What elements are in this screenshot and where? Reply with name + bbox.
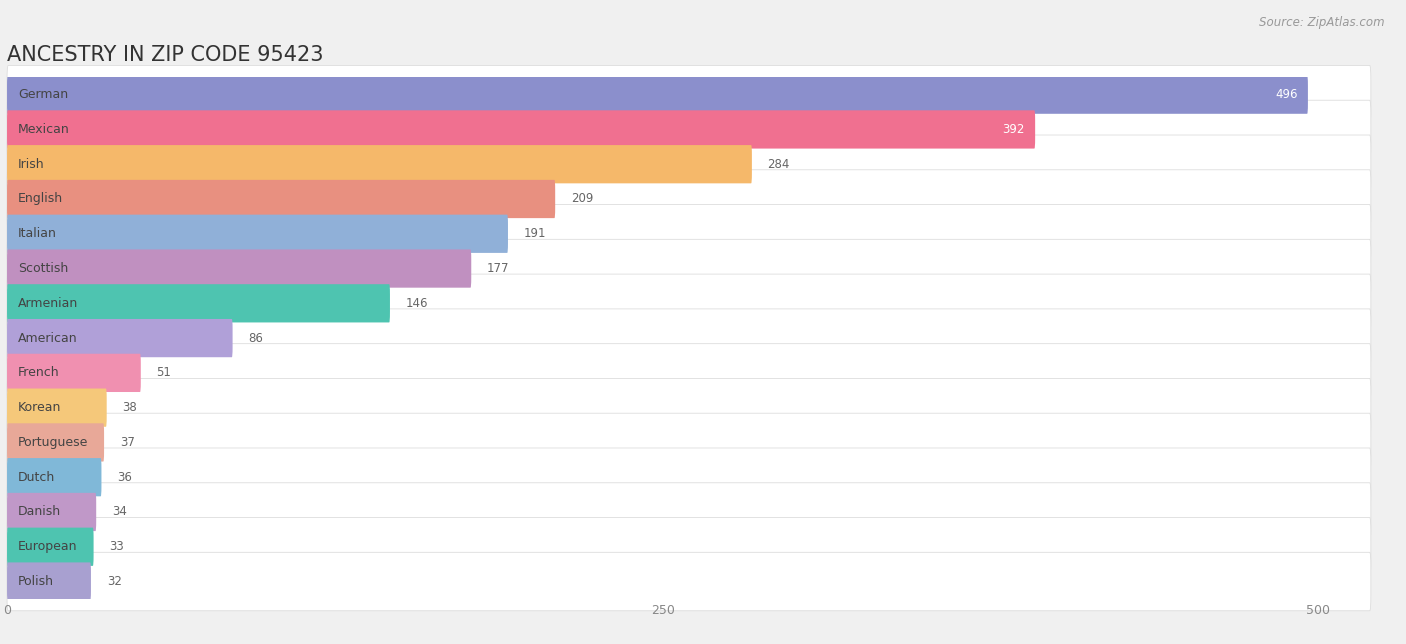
Text: Polish: Polish	[18, 575, 55, 588]
FancyBboxPatch shape	[7, 170, 1371, 228]
FancyBboxPatch shape	[7, 562, 91, 601]
FancyBboxPatch shape	[7, 100, 1371, 158]
Text: American: American	[18, 332, 77, 345]
Text: Irish: Irish	[18, 158, 45, 171]
FancyBboxPatch shape	[7, 344, 1371, 402]
FancyBboxPatch shape	[7, 240, 1371, 298]
Text: 32: 32	[107, 575, 121, 588]
Text: 34: 34	[112, 506, 127, 518]
Text: 38: 38	[122, 401, 138, 414]
FancyBboxPatch shape	[7, 205, 1371, 263]
FancyBboxPatch shape	[7, 249, 471, 288]
FancyBboxPatch shape	[7, 423, 104, 462]
FancyBboxPatch shape	[7, 274, 1371, 332]
FancyBboxPatch shape	[7, 180, 555, 218]
FancyBboxPatch shape	[7, 110, 1035, 149]
Text: Danish: Danish	[18, 506, 62, 518]
FancyBboxPatch shape	[7, 309, 1371, 367]
FancyBboxPatch shape	[7, 66, 1371, 124]
Text: 191: 191	[523, 227, 546, 240]
FancyBboxPatch shape	[7, 388, 107, 427]
Text: Source: ZipAtlas.com: Source: ZipAtlas.com	[1260, 16, 1385, 29]
Text: Armenian: Armenian	[18, 297, 79, 310]
Text: European: European	[18, 540, 77, 553]
FancyBboxPatch shape	[7, 379, 1371, 437]
FancyBboxPatch shape	[7, 214, 508, 253]
Text: English: English	[18, 193, 63, 205]
FancyBboxPatch shape	[7, 458, 101, 497]
FancyBboxPatch shape	[7, 75, 1308, 114]
FancyBboxPatch shape	[7, 527, 94, 566]
Text: Mexican: Mexican	[18, 123, 70, 136]
Text: 209: 209	[571, 193, 593, 205]
Text: 496: 496	[1275, 88, 1298, 101]
Text: 146: 146	[406, 297, 429, 310]
Text: 37: 37	[120, 436, 135, 449]
Text: 284: 284	[768, 158, 790, 171]
FancyBboxPatch shape	[7, 553, 1371, 611]
Text: Italian: Italian	[18, 227, 58, 240]
FancyBboxPatch shape	[7, 145, 752, 184]
Text: 392: 392	[1002, 123, 1025, 136]
FancyBboxPatch shape	[7, 354, 141, 392]
Text: Portuguese: Portuguese	[18, 436, 89, 449]
Text: French: French	[18, 366, 60, 379]
Text: Dutch: Dutch	[18, 471, 55, 484]
FancyBboxPatch shape	[7, 518, 1371, 576]
Text: Korean: Korean	[18, 401, 62, 414]
Text: ANCESTRY IN ZIP CODE 95423: ANCESTRY IN ZIP CODE 95423	[7, 44, 323, 64]
Text: 36: 36	[117, 471, 132, 484]
FancyBboxPatch shape	[7, 135, 1371, 193]
FancyBboxPatch shape	[7, 483, 1371, 541]
Text: German: German	[18, 88, 69, 101]
FancyBboxPatch shape	[7, 493, 96, 531]
FancyBboxPatch shape	[7, 284, 389, 323]
Text: 33: 33	[110, 540, 124, 553]
Text: Scottish: Scottish	[18, 262, 69, 275]
Text: 86: 86	[249, 332, 263, 345]
FancyBboxPatch shape	[7, 319, 232, 357]
Text: 51: 51	[156, 366, 172, 379]
Text: 177: 177	[486, 262, 509, 275]
FancyBboxPatch shape	[7, 448, 1371, 506]
FancyBboxPatch shape	[7, 413, 1371, 471]
